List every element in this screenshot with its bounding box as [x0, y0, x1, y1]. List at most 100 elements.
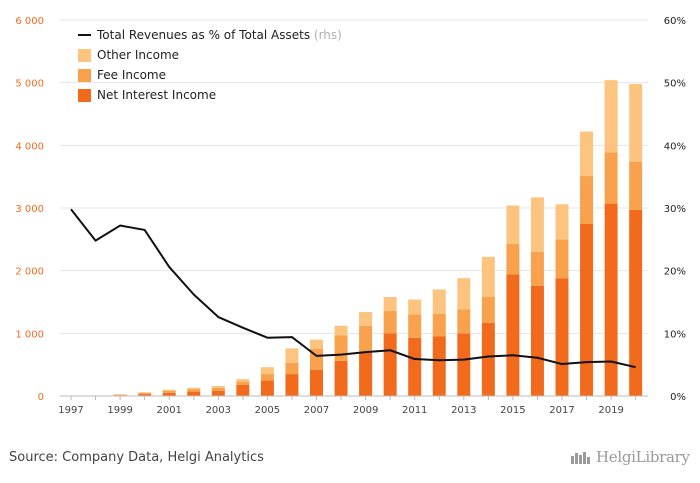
- legend-swatch: [78, 69, 91, 82]
- logo-text: HelgiLibrary: [596, 448, 690, 466]
- bar-fee-income-2000: [138, 392, 152, 395]
- bar-net-interest-income-2010: [383, 333, 397, 396]
- x-tick-label: 2013: [451, 405, 476, 416]
- gridlines: [60, 19, 648, 334]
- legend-swatch: [78, 89, 91, 102]
- bar-net-interest-income-2004: [236, 384, 250, 396]
- bar-net-interest-income-2007: [310, 369, 323, 396]
- y-left-tick-label: 1 000: [15, 329, 44, 340]
- bar-fee-income-2018: [580, 176, 594, 224]
- bar-net-interest-income-2016: [530, 285, 544, 396]
- bar-other-income-2014: [481, 256, 495, 297]
- x-tick-label: 2001: [156, 405, 181, 416]
- bar-fee-income-2004: [236, 381, 250, 385]
- y-right-tick-label: 0%: [670, 392, 686, 403]
- bar-fee-income-2012: [432, 313, 446, 337]
- bar-net-interest-income-2019: [604, 203, 618, 396]
- y-right-tick-label: 50%: [664, 79, 686, 90]
- bar-other-income-2001: [162, 389, 176, 391]
- x-tick-label: 2015: [500, 405, 525, 416]
- bar-net-interest-income-2012: [432, 336, 446, 396]
- library-icon: [571, 452, 590, 464]
- legend-label: Other Income: [97, 48, 179, 62]
- bar-fee-income-2016: [530, 251, 544, 286]
- bar-net-interest-income-2003: [211, 390, 225, 396]
- bar-net-interest-income-2015: [506, 274, 520, 396]
- brand-logo: HelgiLibrary: [570, 448, 690, 466]
- bar-fee-income-2011: [408, 314, 422, 338]
- x-tick-label: 2005: [255, 405, 280, 416]
- legend-swatch: [78, 49, 91, 62]
- bar-net-interest-income-2009: [359, 352, 373, 396]
- bar-other-income-2009: [359, 312, 373, 326]
- bar-other-income-2013: [457, 278, 471, 310]
- bar-other-income-2016: [530, 197, 544, 252]
- bar-net-interest-income-2006: [285, 374, 299, 396]
- legend-rhs-note: (rhs): [310, 28, 342, 42]
- bar-fee-income-2019: [604, 152, 618, 204]
- bar-net-interest-income-2000: [138, 394, 152, 396]
- bar-other-income-2002: [187, 387, 201, 390]
- bar-fee-income-2002: [187, 389, 201, 392]
- legend-label: Total Revenues as % of Total Assets (rhs…: [96, 28, 342, 42]
- bar-other-income-2005: [260, 367, 274, 375]
- line-total-revenues-pct: [70, 208, 636, 369]
- bar-fee-income-2010: [383, 310, 397, 334]
- bar-net-interest-income-2017: [555, 278, 569, 396]
- bar-fee-income-1999: [113, 394, 127, 396]
- bar-fee-income-2001: [162, 390, 176, 393]
- bar-other-income-2017: [555, 204, 569, 240]
- y-left-tick-label: 6 000: [15, 16, 44, 27]
- bar-other-income-2020: [629, 83, 643, 162]
- x-tick-label: 2007: [304, 405, 329, 416]
- axes: 0 1 000 2 000 3 000 4 000 5 000 6 000 0% 10% 20% 3…: [15, 16, 686, 416]
- bar-fee-income-2020: [629, 161, 643, 210]
- legend-label: Fee Income: [97, 68, 166, 82]
- bars: [113, 80, 643, 396]
- x-tick-label: 1999: [107, 405, 132, 416]
- legend: Total Revenues as % of Total Assets (rhs…: [78, 28, 342, 102]
- bar-fee-income-2015: [506, 243, 520, 275]
- bar-other-income-2018: [580, 131, 594, 177]
- bar-fee-income-2017: [555, 239, 569, 279]
- x-tick-label: 2019: [598, 405, 623, 416]
- bar-other-income-2012: [432, 289, 446, 314]
- bar-net-interest-income-2011: [408, 337, 422, 396]
- x-tick-label: 2017: [549, 405, 574, 416]
- bar-net-interest-income-2014: [481, 322, 495, 396]
- bar-other-income-2004: [236, 379, 250, 382]
- bar-fee-income-2003: [211, 387, 225, 391]
- bar-fee-income-2008: [334, 335, 348, 361]
- y-left-tick-label: 0: [38, 392, 44, 403]
- y-right-tick-label: 30%: [664, 204, 686, 215]
- bar-other-income-2010: [383, 296, 397, 311]
- bar-net-interest-income-2018: [580, 223, 594, 396]
- x-tick-label: 1997: [58, 405, 83, 416]
- y-right-tick-label: 60%: [664, 16, 686, 27]
- y-left-tick-label: 5 000: [15, 79, 44, 90]
- bar-net-interest-income-2005: [260, 380, 274, 396]
- bar-other-income-2006: [285, 348, 299, 363]
- x-tick-label: 2003: [206, 405, 231, 416]
- x-tick-label: 2009: [353, 405, 378, 416]
- bar-fee-income-2014: [481, 296, 495, 323]
- y-left-tick-label: 4 000: [15, 141, 44, 152]
- bar-other-income-2003: [211, 385, 225, 388]
- y-right-tick-label: 20%: [664, 267, 686, 278]
- bar-other-income-2008: [334, 325, 348, 336]
- bar-other-income-2015: [506, 205, 520, 244]
- bar-fee-income-2006: [285, 362, 299, 375]
- bar-fee-income-2013: [457, 309, 471, 334]
- bar-other-income-2000: [138, 392, 152, 393]
- bar-fee-income-2009: [359, 325, 373, 353]
- bar-net-interest-income-2002: [187, 391, 201, 396]
- bar-net-interest-income-2008: [334, 360, 348, 396]
- bar-other-income-2011: [408, 299, 422, 315]
- y-left-tick-label: 3 000: [15, 204, 44, 215]
- y-right-tick-label: 10%: [664, 329, 686, 340]
- bar-fee-income-2005: [260, 374, 274, 381]
- y-right-tick-label: 40%: [664, 141, 686, 152]
- chart: 0 1 000 2 000 3 000 4 000 5 000 6 000 0% 10% 20% 3…: [15, 16, 686, 416]
- legend-label: Net Interest Income: [97, 88, 216, 102]
- bar-net-interest-income-2001: [162, 392, 176, 396]
